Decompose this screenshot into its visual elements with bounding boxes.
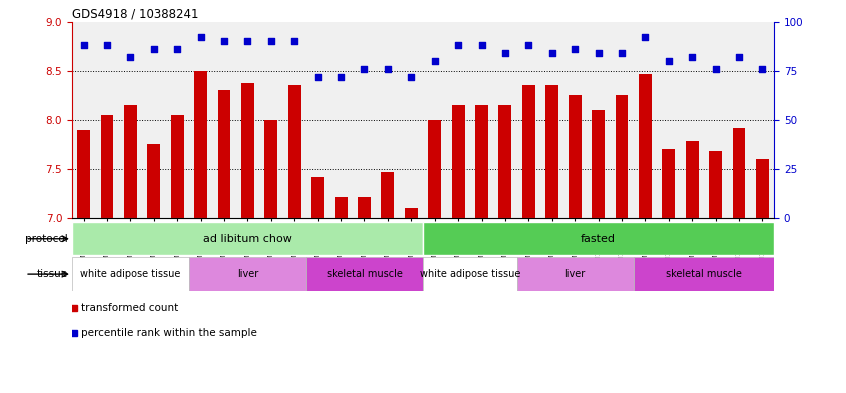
Point bbox=[755, 66, 769, 72]
Bar bbox=[498, 105, 511, 218]
Point bbox=[685, 54, 699, 60]
Point bbox=[217, 38, 231, 44]
Point bbox=[709, 66, 722, 72]
Bar bbox=[517, 257, 634, 291]
Bar bbox=[241, 83, 254, 218]
Text: white adipose tissue: white adipose tissue bbox=[420, 269, 520, 279]
Bar bbox=[311, 177, 324, 218]
Point bbox=[264, 38, 277, 44]
Point bbox=[100, 42, 113, 48]
Point bbox=[404, 73, 418, 80]
Bar bbox=[709, 151, 722, 218]
Bar bbox=[639, 73, 651, 218]
Point bbox=[288, 38, 301, 44]
Point bbox=[170, 46, 184, 52]
Bar bbox=[756, 159, 769, 218]
Point bbox=[358, 66, 371, 72]
Point bbox=[662, 58, 675, 64]
Text: GDS4918 / 10388241: GDS4918 / 10388241 bbox=[72, 7, 199, 20]
Bar bbox=[101, 115, 113, 218]
Bar bbox=[288, 85, 300, 218]
Bar bbox=[72, 222, 423, 255]
Bar bbox=[634, 257, 774, 291]
Bar bbox=[522, 85, 535, 218]
Point bbox=[569, 46, 582, 52]
Point bbox=[475, 42, 488, 48]
Bar bbox=[195, 71, 207, 218]
Point bbox=[124, 54, 137, 60]
Point bbox=[240, 38, 254, 44]
Text: ad libitum chow: ad libitum chow bbox=[203, 234, 292, 244]
Bar bbox=[662, 149, 675, 218]
Text: liver: liver bbox=[237, 269, 258, 279]
Bar bbox=[72, 257, 189, 291]
Bar bbox=[124, 105, 137, 218]
Text: skeletal muscle: skeletal muscle bbox=[666, 269, 742, 279]
Bar bbox=[358, 196, 371, 218]
Point bbox=[545, 50, 558, 56]
Bar bbox=[382, 172, 394, 218]
Point bbox=[381, 66, 394, 72]
Bar bbox=[306, 257, 423, 291]
Bar bbox=[475, 105, 488, 218]
Point bbox=[733, 54, 746, 60]
Bar bbox=[592, 110, 605, 218]
Point bbox=[615, 50, 629, 56]
Point bbox=[591, 50, 605, 56]
Bar bbox=[405, 208, 418, 218]
Bar bbox=[452, 105, 464, 218]
Bar bbox=[569, 95, 581, 218]
Bar bbox=[423, 222, 774, 255]
Point bbox=[147, 46, 161, 52]
Text: liver: liver bbox=[564, 269, 585, 279]
Point bbox=[521, 42, 536, 48]
Bar bbox=[77, 130, 90, 218]
Text: white adipose tissue: white adipose tissue bbox=[80, 269, 180, 279]
Point bbox=[311, 73, 325, 80]
Point bbox=[77, 42, 91, 48]
Text: percentile rank within the sample: percentile rank within the sample bbox=[80, 328, 256, 338]
Bar bbox=[171, 115, 184, 218]
Bar bbox=[733, 128, 745, 218]
Bar bbox=[423, 257, 517, 291]
Bar bbox=[189, 257, 306, 291]
Bar bbox=[265, 120, 277, 218]
Point bbox=[334, 73, 348, 80]
Bar bbox=[428, 120, 441, 218]
Bar bbox=[546, 85, 558, 218]
Bar bbox=[147, 144, 160, 218]
Text: protocol: protocol bbox=[25, 234, 68, 244]
Text: skeletal muscle: skeletal muscle bbox=[327, 269, 403, 279]
Bar bbox=[686, 141, 699, 218]
Point bbox=[639, 34, 652, 40]
Point bbox=[452, 42, 465, 48]
Point bbox=[498, 50, 512, 56]
Text: transformed count: transformed count bbox=[80, 303, 178, 312]
Bar bbox=[217, 90, 230, 218]
Text: tissue: tissue bbox=[36, 269, 68, 279]
Point bbox=[428, 58, 442, 64]
Bar bbox=[335, 196, 348, 218]
Text: fasted: fasted bbox=[581, 234, 616, 244]
Bar bbox=[616, 95, 629, 218]
Point bbox=[194, 34, 207, 40]
